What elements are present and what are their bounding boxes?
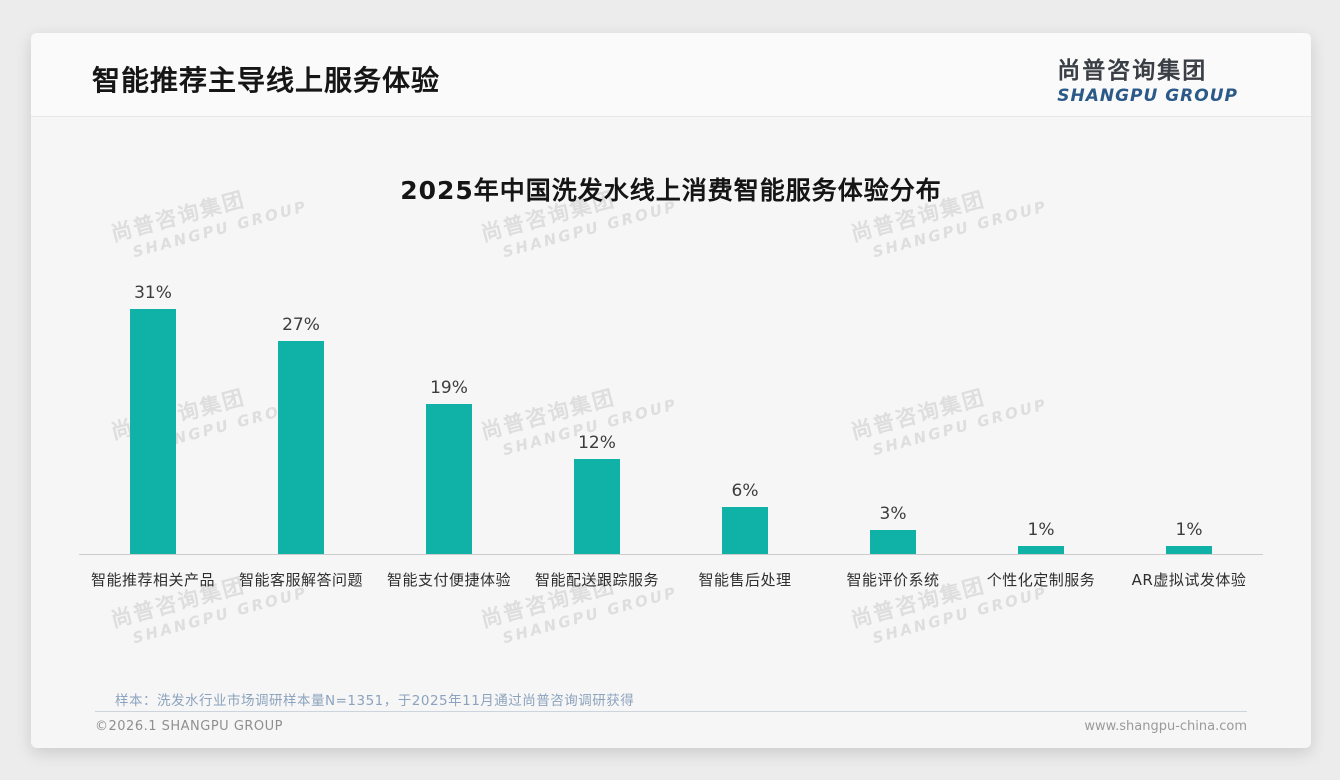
- bar: [1018, 546, 1064, 554]
- category-label: 智能推荐相关产品: [90, 571, 215, 589]
- bar-column: 31%: [79, 282, 227, 554]
- bars-row: 31% 27% 19% 12% 6% 3% 1% 1%: [79, 282, 1263, 554]
- bar-value-label: 1%: [1027, 520, 1055, 540]
- bar-column: 3%: [819, 282, 967, 554]
- logo-en-text: SHANGPU GROUP: [1057, 86, 1238, 106]
- logo-cn-text: 尚普咨询集团: [1057, 58, 1208, 84]
- footer-divider: [95, 711, 1247, 712]
- bar-value-label: 31%: [134, 283, 172, 303]
- category-label: 智能配送跟踪服务: [534, 571, 659, 589]
- bar-column: 19%: [375, 282, 523, 554]
- bar: [870, 530, 916, 554]
- slide-card: 尚普咨询集团 SHANGPU GROUP 尚普咨询集团 SHANGPU GROUP 尚普…: [31, 33, 1311, 748]
- category-label: 智能支付便捷体验: [386, 571, 511, 589]
- bar: [722, 507, 768, 554]
- bar: [278, 341, 324, 554]
- category-label: AR虚拟试发体验: [1131, 571, 1247, 589]
- bar-column: 6%: [671, 282, 819, 554]
- bar-value-label: 27%: [282, 315, 320, 335]
- bar-column: 27%: [227, 282, 375, 554]
- chart-title: 2025年中国洗发水线上消费智能服务体验分布: [400, 176, 942, 205]
- bar: [1166, 546, 1212, 554]
- page-title: 智能推荐主导线上服务体验: [92, 64, 441, 97]
- bar-value-label: 1%: [1175, 520, 1203, 540]
- slide-footer: ©2026.1 SHANGPU GROUP www.shangpu-china.…: [95, 719, 1247, 734]
- bar-column: 12%: [523, 282, 671, 554]
- bar: [130, 309, 176, 554]
- bar-chart: 31% 27% 19% 12% 6% 3% 1% 1% 智能推荐相关产品 智能客服解答问题 智能支…: [79, 282, 1263, 590]
- category-label: 智能售后处理: [698, 571, 792, 589]
- bar: [426, 404, 472, 554]
- website-text: www.shangpu-china.com: [1084, 719, 1247, 734]
- bar-value-label: 3%: [879, 504, 907, 524]
- bar-value-label: 12%: [578, 433, 616, 453]
- company-logo: 尚普咨询集团 SHANGPU GROUP: [1057, 51, 1238, 106]
- category-label: 个性化定制服务: [986, 571, 1096, 589]
- bar-column: 1%: [967, 282, 1115, 554]
- slide-header: 智能推荐主导线上服务体验 尚普咨询集团 SHANGPU GROUP: [31, 33, 1311, 117]
- sample-note: 样本：洗发水行业市场调研样本量N=1351，于2025年11月通过尚普咨询调研获…: [115, 693, 635, 709]
- bar: [574, 459, 620, 554]
- bar-column: 1%: [1115, 282, 1263, 554]
- bar-value-label: 6%: [731, 481, 759, 501]
- category-label: 智能评价系统: [846, 571, 940, 589]
- copyright-text: ©2026.1 SHANGPU GROUP: [95, 719, 284, 734]
- category-label: 智能客服解答问题: [238, 571, 363, 589]
- category-labels-row: 智能推荐相关产品 智能客服解答问题 智能支付便捷体验 智能配送跟踪服务 智能售后处理 智能…: [79, 555, 1263, 590]
- x-axis-line: [79, 554, 1263, 555]
- bar-value-label: 19%: [430, 378, 468, 398]
